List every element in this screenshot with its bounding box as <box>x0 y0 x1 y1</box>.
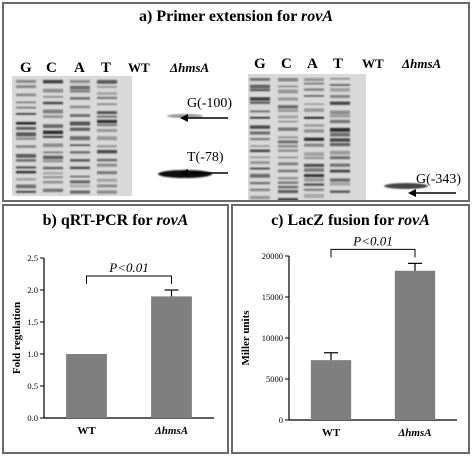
panel-c-title-gene: rovA <box>397 212 430 229</box>
left-lane-g: G <box>20 60 32 76</box>
right-lane-mutant: ΔhmsA <box>402 56 442 71</box>
x-tick-label: WT <box>77 425 96 437</box>
right-gel-image <box>248 74 438 200</box>
y-tick-label: 20000 <box>262 251 283 261</box>
y-axis-label: Fold regulation <box>11 302 23 374</box>
annotation-t-78: T(-78) <box>187 150 224 165</box>
left-lane-mutant: ΔhmsA <box>170 60 210 75</box>
panel-a: a) Primer extension for rovA G C A T WT … <box>2 2 470 202</box>
panel-a-title-gene: rovA <box>301 8 334 25</box>
significance-bracket <box>330 248 416 258</box>
panel-c-title-text: LacZ fusion for <box>287 212 394 229</box>
bar-1 <box>394 270 436 420</box>
right-lane-t: T <box>333 56 344 72</box>
y-tick-label: 0 <box>279 415 283 425</box>
y-tick-label: 15000 <box>262 292 283 302</box>
right-lane-wt: WT <box>362 56 384 71</box>
bar-1 <box>151 296 192 418</box>
y-tick-label: 0.5 <box>27 381 38 391</box>
significance-label: P<0.01 <box>108 260 148 275</box>
panel-b-label: b) <box>42 212 57 229</box>
chart-c: 0 5000 10000 15000 20000 Miller units WT ΔhmsA P… <box>240 236 457 439</box>
right-lane-a: A <box>307 56 318 72</box>
left-lane-t: T <box>101 60 112 76</box>
chart-b: 0.0 0.5 1.0 1.5 2.0 2.5 Fold regulation WT ΔhmsA… <box>11 253 214 437</box>
panel-c-title: c) LacZ fusion for rovA <box>233 212 468 230</box>
panel-a-label: a) <box>138 8 153 25</box>
panel-b-title-gene: rovA <box>156 212 189 229</box>
panel-c-label: c) <box>271 212 284 229</box>
x-tick-label: ΔhmsA <box>154 425 188 437</box>
arrow-t-78-icon <box>180 169 228 177</box>
y-tick-label: 2.0 <box>27 285 38 295</box>
bar-0 <box>66 354 107 418</box>
y-tick-label: 0.0 <box>27 413 38 423</box>
y-tick-label: 2.5 <box>27 253 38 263</box>
annotation-g-343: G(-343) <box>416 172 462 187</box>
x-tick-label: ΔhmsA <box>397 427 431 439</box>
panel-c: c) LacZ fusion for rovA 0 5000 10000 15000 2… <box>231 204 470 454</box>
left-gel-image <box>12 76 228 196</box>
y-tick-label: 5000 <box>266 374 283 384</box>
y-tick-label: 1.0 <box>27 349 38 359</box>
significance-label: P<0.01 <box>352 236 392 248</box>
left-lane-c: C <box>46 60 57 76</box>
y-tick-label: 1.5 <box>27 317 38 327</box>
significance-bracket <box>86 275 172 284</box>
panel-b-title: b) qRT-PCR for rovA <box>4 212 227 230</box>
right-lane-c: C <box>281 56 292 72</box>
x-tick-label: WT <box>322 427 341 439</box>
bar-0 <box>310 360 352 420</box>
annotation-g-100: G(-100) <box>187 96 233 111</box>
arrow-g-343-icon <box>408 189 456 197</box>
panel-b: b) qRT-PCR for rovA 0.0 0.5 1.0 1.5 2.0 2.5 Fo… <box>2 204 229 454</box>
arrow-g-100-icon <box>180 114 228 122</box>
left-lane-a: A <box>74 60 85 76</box>
right-lane-g: G <box>254 56 266 72</box>
left-lane-wt: WT <box>128 60 150 75</box>
panel-b-title-text: qRT-PCR for <box>60 212 153 229</box>
panel-a-title-text: Primer extension for <box>156 8 298 25</box>
y-axis-label: Miller units <box>240 310 252 366</box>
panel-a-title: a) Primer extension for rovA <box>4 8 468 26</box>
y-tick-label: 10000 <box>262 333 283 343</box>
